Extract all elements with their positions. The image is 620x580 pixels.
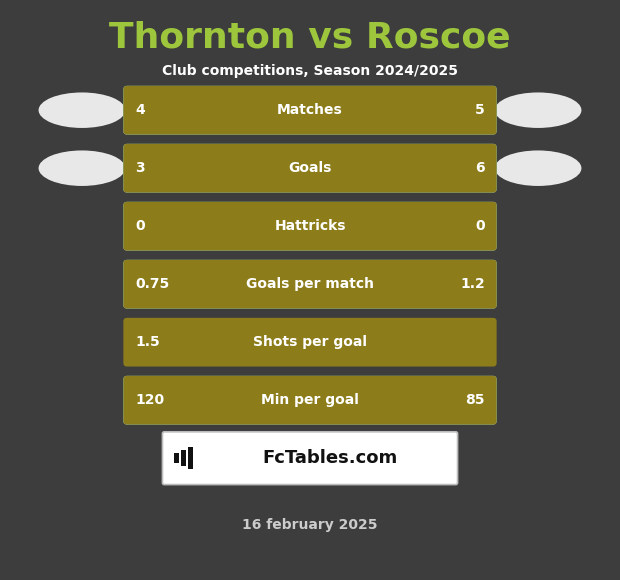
FancyBboxPatch shape <box>123 144 497 193</box>
FancyBboxPatch shape <box>123 376 497 425</box>
FancyBboxPatch shape <box>123 202 497 251</box>
Text: Club competitions, Season 2024/2025: Club competitions, Season 2024/2025 <box>162 64 458 78</box>
FancyBboxPatch shape <box>123 86 497 135</box>
Text: Hattricks: Hattricks <box>274 219 346 233</box>
Bar <box>188 447 193 469</box>
Text: FcTables.com: FcTables.com <box>263 449 398 467</box>
Text: 4: 4 <box>135 103 145 117</box>
FancyBboxPatch shape <box>123 260 497 309</box>
Ellipse shape <box>495 92 582 128</box>
FancyBboxPatch shape <box>123 376 497 425</box>
Ellipse shape <box>495 150 582 186</box>
FancyBboxPatch shape <box>123 202 497 251</box>
Text: 0: 0 <box>475 219 485 233</box>
FancyBboxPatch shape <box>123 260 497 309</box>
Text: Goals: Goals <box>288 161 332 175</box>
FancyBboxPatch shape <box>123 376 497 425</box>
Text: 16 february 2025: 16 february 2025 <box>242 518 378 532</box>
FancyBboxPatch shape <box>123 260 497 309</box>
Text: 85: 85 <box>466 393 485 407</box>
Bar <box>181 450 186 466</box>
FancyBboxPatch shape <box>123 86 497 135</box>
Text: 120: 120 <box>135 393 164 407</box>
Ellipse shape <box>38 92 125 128</box>
FancyBboxPatch shape <box>123 144 497 193</box>
Ellipse shape <box>38 150 125 186</box>
Text: 3: 3 <box>135 161 145 175</box>
Text: Goals per match: Goals per match <box>246 277 374 291</box>
FancyBboxPatch shape <box>123 202 497 251</box>
Text: 0: 0 <box>135 219 145 233</box>
FancyBboxPatch shape <box>162 432 458 485</box>
FancyBboxPatch shape <box>123 86 497 135</box>
FancyBboxPatch shape <box>123 144 497 193</box>
Text: Thornton vs Roscoe: Thornton vs Roscoe <box>109 21 511 55</box>
Text: 5: 5 <box>475 103 485 117</box>
Text: Shots per goal: Shots per goal <box>253 335 367 349</box>
Text: 1.5: 1.5 <box>135 335 160 349</box>
FancyBboxPatch shape <box>123 318 497 367</box>
Text: 6: 6 <box>475 161 485 175</box>
Text: Matches: Matches <box>277 103 343 117</box>
Text: 1.2: 1.2 <box>460 277 485 291</box>
Bar <box>174 453 179 463</box>
Text: Min per goal: Min per goal <box>261 393 359 407</box>
Text: 0.75: 0.75 <box>135 277 169 291</box>
